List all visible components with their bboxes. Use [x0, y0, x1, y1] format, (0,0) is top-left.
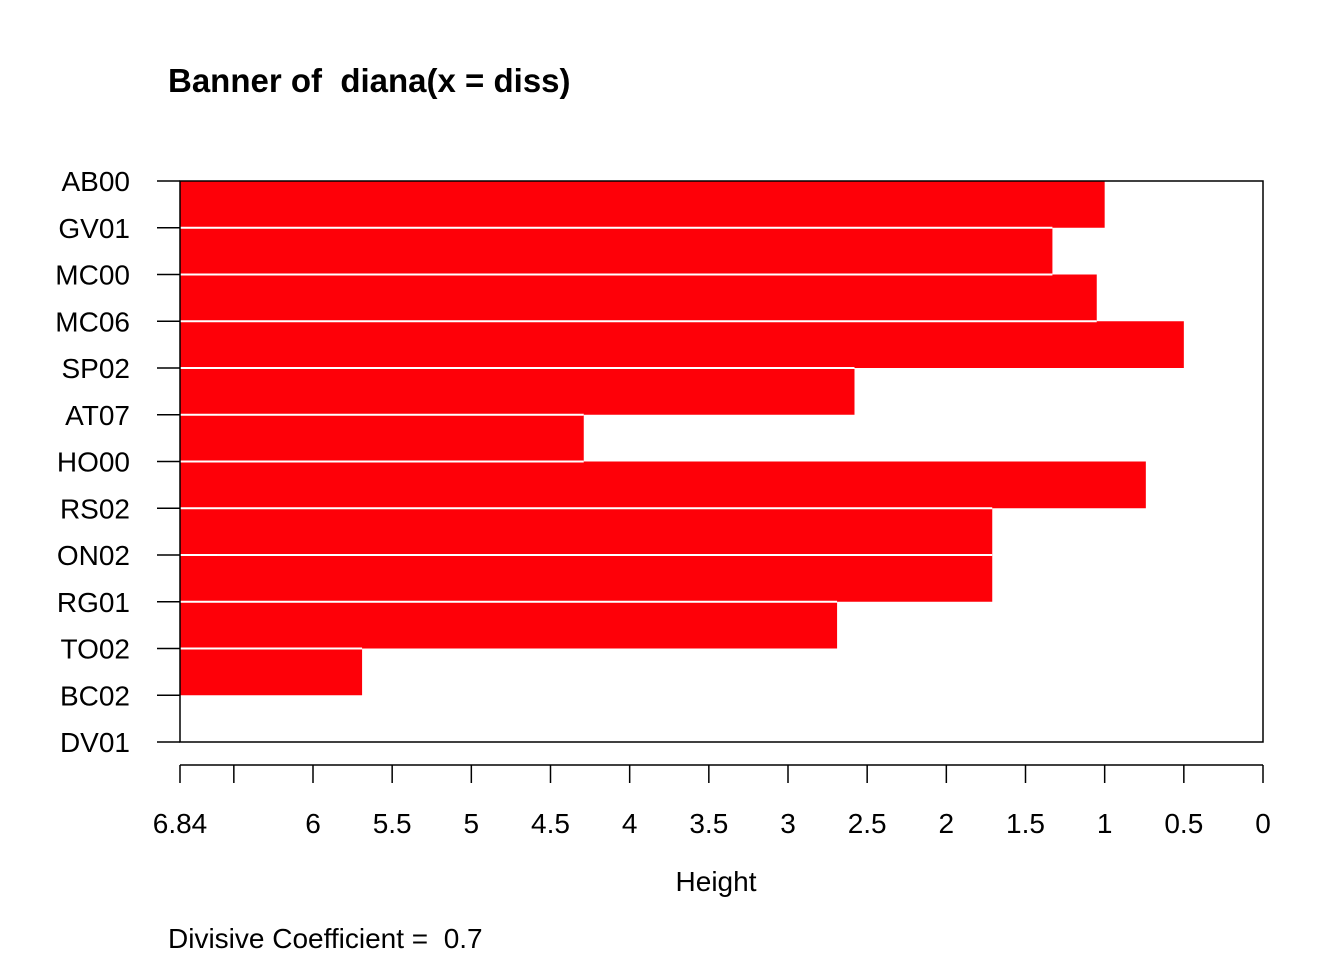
x-tick-label: 0.5 [1164, 808, 1203, 839]
bar [180, 648, 363, 696]
x-tick-label: 0 [1255, 808, 1271, 839]
y-tick-label: ON02 [57, 540, 130, 571]
bar [180, 368, 855, 415]
y-axis: AB00 GV01 MC00 MC06 SP02 AT07 HO00 RS02 ON02 RG01… [55, 166, 180, 758]
y-tick-label: RG01 [57, 587, 130, 618]
x-tick-label: 1.5 [1006, 808, 1045, 839]
x-tick-label: 1 [1097, 808, 1113, 839]
x-tick-label: 5.5 [373, 808, 412, 839]
bar [180, 181, 1105, 228]
x-tick-label: 4.5 [531, 808, 570, 839]
bar [180, 508, 993, 555]
x-tick-label: 2 [939, 808, 955, 839]
y-tick-label: TO02 [60, 634, 130, 665]
y-tick-label: MC00 [55, 260, 130, 291]
x-axis-label: Height [676, 866, 757, 897]
x-tick-label: 5 [464, 808, 480, 839]
chart-title: Banner of diana(x = diss) [168, 62, 571, 99]
bar [180, 274, 1097, 322]
bar [180, 321, 1184, 368]
x-tick-label: 4 [622, 808, 638, 839]
x-tick-label: 6.84 [153, 808, 208, 839]
bar [180, 461, 1146, 509]
y-tick-label: DV01 [60, 727, 130, 758]
y-tick-label: MC06 [55, 306, 130, 337]
x-tick-label: 6 [305, 808, 321, 839]
y-tick-label: AB00 [62, 166, 131, 197]
y-tick-label: SP02 [62, 353, 131, 384]
y-tick-label: RS02 [60, 493, 130, 524]
x-tick-label: 3 [780, 808, 796, 839]
bar [180, 555, 993, 602]
x-tick-label: 3.5 [689, 808, 728, 839]
bar [180, 414, 584, 462]
plot-frame [179, 180, 1264, 743]
x-axis: 6.84 6 5.5 5 4.5 4 3.5 3 2.5 2 1.5 1 0.5 0 [153, 764, 1271, 839]
y-tick-label: AT07 [65, 400, 130, 431]
y-tick-label: GV01 [58, 213, 130, 244]
divisive-coefficient: Divisive Coefficient = 0.7 [168, 923, 483, 954]
bar [180, 601, 838, 649]
bar [180, 227, 1053, 275]
y-tick-label: HO00 [57, 447, 130, 478]
x-tick-label: 2.5 [848, 808, 887, 839]
bars-layer [180, 181, 1184, 696]
y-tick-label: BC02 [60, 680, 130, 711]
